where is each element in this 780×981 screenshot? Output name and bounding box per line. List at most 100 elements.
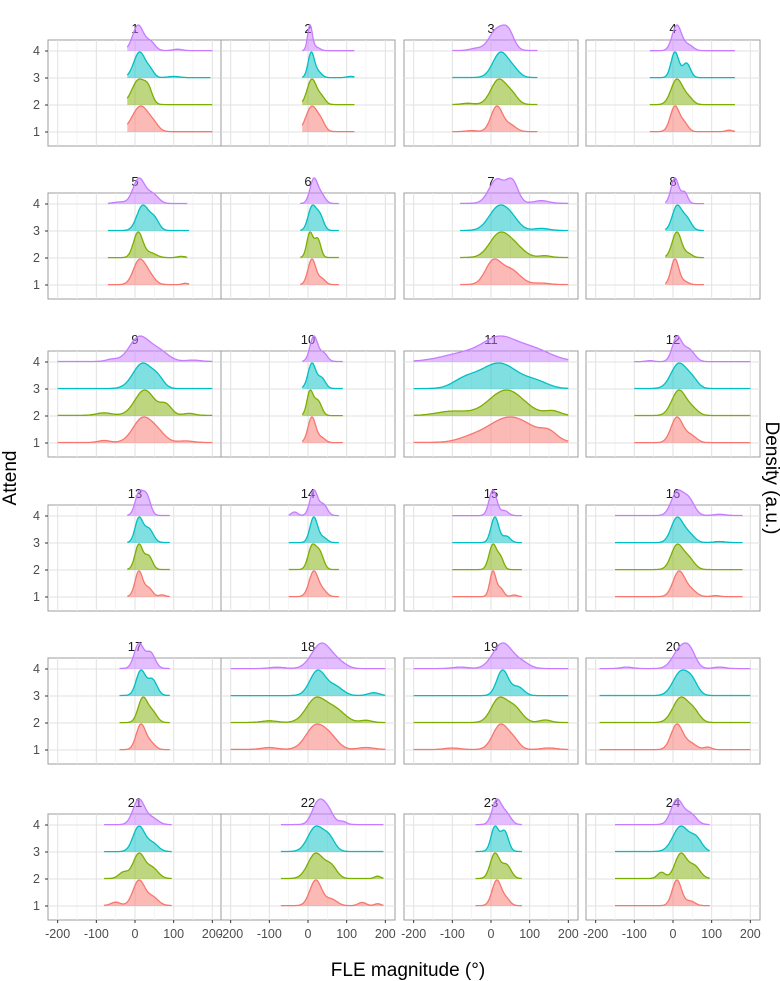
y-tick-label: 2 — [33, 716, 40, 730]
density-area-attend-3 — [107, 205, 190, 231]
x-tick-label: 0 — [305, 927, 312, 941]
density-area-attend-1 — [649, 106, 735, 132]
panel-5: 5 1 2 3 4 — [33, 174, 223, 300]
density-area-attend-3 — [127, 517, 170, 543]
density-line-attend-4 — [615, 489, 743, 517]
panel-12: 12 — [585, 332, 761, 458]
density-line-attend-2 — [615, 543, 743, 571]
density-line-attend-4 — [452, 24, 538, 52]
y-tick-label: 1 — [33, 590, 40, 604]
density-line-attend-3 — [475, 825, 522, 853]
density-area-attend-1 — [127, 571, 170, 597]
y-tick-label: 4 — [33, 662, 40, 676]
density-line-attend-4 — [452, 489, 522, 517]
density-area-attend-3 — [302, 52, 355, 78]
density-area-attend-2 — [452, 544, 522, 570]
density-area-attend-3 — [288, 517, 339, 543]
density-line-attend-1 — [634, 416, 751, 444]
density-area-attend-3 — [119, 670, 170, 696]
density-line-attend-4 — [460, 177, 569, 205]
density-area-attend-4 — [288, 490, 339, 516]
density-area-attend-3 — [649, 52, 735, 78]
panel-title: 7 — [487, 174, 494, 189]
panel-10: 10 — [220, 332, 396, 458]
panel-18: 18 — [220, 639, 396, 765]
panel-3: 3 — [403, 21, 579, 147]
x-tick-label: 200 — [375, 927, 396, 941]
panel-title: 4 — [669, 21, 676, 36]
density-line-attend-3 — [599, 669, 751, 697]
density-area-attend-1 — [300, 259, 339, 285]
density-area-attend-2 — [413, 390, 569, 416]
x-tick-label: -200 — [583, 927, 608, 941]
density-line-attend-2 — [599, 696, 751, 724]
density-area-attend-2 — [649, 79, 735, 105]
density-area-attend-2 — [452, 79, 538, 105]
density-area-attend-2 — [280, 853, 384, 879]
x-tick-label: 100 — [163, 927, 184, 941]
density-line-attend-1 — [300, 258, 339, 286]
x-tick-label: 100 — [701, 927, 722, 941]
panel-19: 19 — [403, 639, 579, 765]
density-area-attend-1 — [413, 417, 569, 443]
density-line-attend-1 — [230, 723, 386, 751]
density-line-attend-1 — [57, 416, 213, 444]
density-area-attend-3 — [634, 363, 751, 389]
density-line-attend-2 — [413, 389, 569, 416]
panel-20: 20 — [585, 639, 761, 765]
density-line-attend-3 — [452, 516, 522, 544]
panel-9: 91234 — [33, 332, 223, 458]
density-line-attend-3 — [301, 362, 343, 390]
density-area-attend-3 — [615, 826, 710, 852]
panel-15: 15 — [403, 486, 579, 612]
y-tick-label: 2 — [33, 872, 40, 886]
density-line-attend-1 — [452, 570, 523, 598]
density-line-attend-2 — [634, 389, 751, 417]
density-line-attend-1 — [107, 258, 190, 286]
density-line-attend-2 — [475, 852, 522, 880]
density-line-attend-1 — [288, 570, 339, 598]
density-line-attend-1 — [301, 105, 355, 133]
density-line-attend-2 — [230, 696, 386, 724]
density-area-attend-2 — [300, 232, 339, 258]
density-line-attend-2 — [452, 543, 522, 571]
density-line-attend-1 — [615, 879, 710, 907]
density-area-attend-2 — [615, 853, 710, 879]
density-line-attend-4 — [127, 489, 170, 517]
density-area-attend-4 — [475, 799, 522, 825]
y-tick-label: 2 — [33, 251, 40, 265]
density-line-attend-3 — [288, 516, 339, 544]
panel-title: 3 — [487, 21, 494, 36]
density-area-attend-2 — [302, 390, 343, 416]
density-area-attend-4 — [413, 336, 569, 362]
density-area-attend-4 — [452, 25, 538, 51]
density-line-attend-4 — [57, 335, 213, 363]
density-line-attend-2 — [664, 231, 704, 259]
x-tick-label: 100 — [519, 927, 540, 941]
density-line-attend-4 — [288, 489, 339, 517]
density-area-attend-4 — [460, 178, 569, 204]
density-line-attend-3 — [413, 669, 569, 697]
density-line-attend-4 — [126, 24, 213, 52]
density-area-attend-4 — [599, 643, 751, 669]
density-area-attend-3 — [665, 205, 704, 231]
density-line-attend-1 — [664, 258, 704, 286]
panel-7: 7 — [403, 174, 579, 300]
density-area-attend-3 — [302, 363, 343, 389]
density-line-attend-3 — [460, 204, 569, 232]
density-area-attend-4 — [413, 643, 569, 669]
panel-8: 8 — [585, 174, 761, 300]
density-line-attend-1 — [126, 105, 213, 133]
density-area-attend-1 — [288, 571, 339, 597]
density-line-attend-4 — [413, 335, 569, 362]
density-area-attend-4 — [230, 643, 386, 669]
density-line-attend-4 — [107, 177, 188, 205]
density-line-attend-2 — [301, 389, 343, 417]
density-line-attend-4 — [475, 798, 522, 826]
density-area-attend-1 — [452, 106, 538, 132]
density-area-attend-4 — [127, 25, 213, 51]
